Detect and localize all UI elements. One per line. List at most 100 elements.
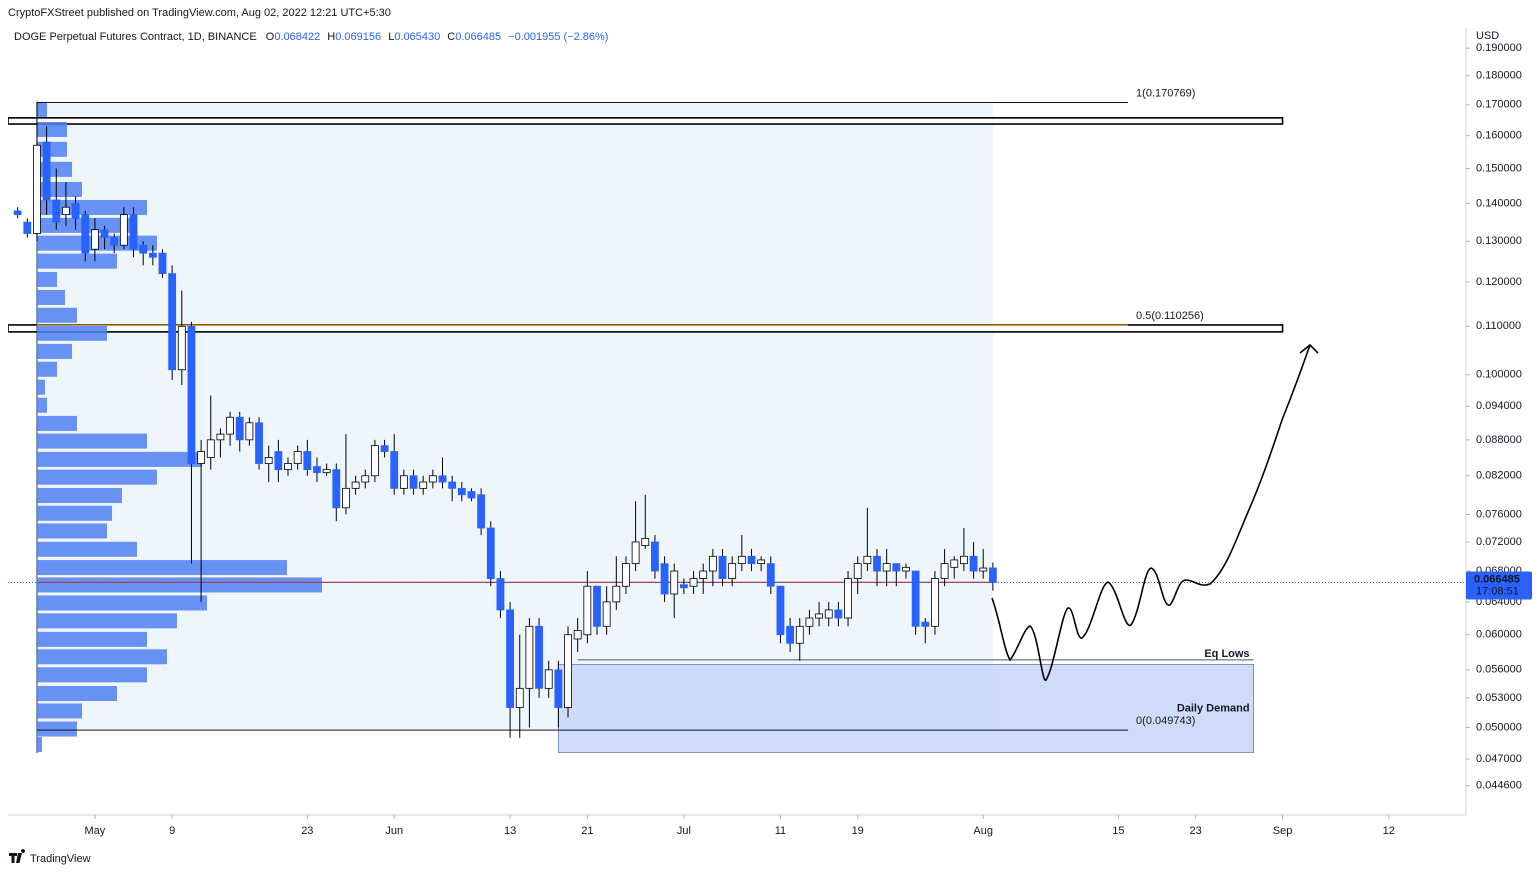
fib-label: 1(0.170769) [1136,87,1195,99]
x-tick-label: 9 [169,825,175,837]
candle-body [612,585,621,603]
ohlc-value: 0.069156 [335,31,381,43]
candle-body [293,451,302,464]
candle-body [708,555,717,572]
candle-body [448,481,457,489]
fib-label: 0(0.049743) [1136,715,1195,727]
demand-label: Daily Demand [1177,702,1250,714]
candle-body [197,451,206,464]
candle-body [409,475,418,489]
volume-profile-bar [36,649,167,665]
candle-body [988,567,997,583]
countdown: 17:08:51 [1476,585,1519,597]
candle-body [371,445,379,477]
volume-profile-bar [36,141,67,157]
ohlc-label: C [447,31,455,43]
candle-body [660,563,669,595]
eq-lows-label: Eq Lows [1204,648,1249,660]
y-tick-label: 0.100000 [1476,369,1522,381]
x-tick-label: 23 [1190,825,1202,837]
volume-profile-bar [36,433,147,449]
y-tick-label: 0.072000 [1476,536,1522,548]
candle-body [824,609,833,619]
candle-body [62,206,70,216]
y-tick-label: 0.076000 [1476,508,1522,520]
volume-profile-bar [36,488,122,504]
x-tick-label: 19 [852,825,864,837]
candle-body [284,463,292,471]
candle-body [110,237,119,246]
x-tick-label: Jul [677,825,691,837]
candle-body [158,252,167,275]
y-tick-label: 0.160000 [1476,130,1522,142]
y-tick-label: 0.047000 [1476,753,1522,765]
candle-body [399,475,408,489]
y-tick-label: 0.056000 [1476,664,1522,676]
ohlc-label: H [327,31,335,43]
candle-body [564,634,572,708]
candle-body [467,491,476,499]
candle-body [428,475,437,483]
candle-body [81,214,90,254]
ohlc-value: 0.066485 [455,31,501,43]
candle-body [342,487,350,509]
projection [991,343,1319,681]
candle-body [274,451,283,471]
last-price-label: 0.066485 [1474,573,1520,585]
volume-profile-bar [36,161,72,177]
candle-body [139,244,148,254]
y-tick-label: 0.053000 [1476,692,1522,704]
symbol: DOGE Perpetual Futures Contract, 1D, BIN… [14,31,257,43]
candle-body [882,563,891,572]
candle-body [641,538,650,546]
candle-body [148,252,157,258]
volume-profile-bar [36,667,147,683]
projection-arrowhead [1299,343,1319,354]
candle-body [313,466,321,474]
candle-body [390,451,399,489]
y-tick-label: 0.140000 [1476,198,1522,210]
candle-body [33,144,41,234]
candle-body [477,494,486,529]
candle-body [766,563,775,587]
symbol-line: DOGE Perpetual Futures Contract, 1D, BIN… [14,31,608,43]
candle-body [622,563,630,587]
volume-profile-bar [36,121,67,137]
candle-body [728,563,737,579]
candle-body [583,585,592,636]
x-tick-label: May [85,825,106,837]
candle-body [863,555,872,565]
y-tick-label: 0.050000 [1476,721,1522,733]
y-tick-label: 0.060000 [1476,629,1522,641]
volume-profile-bar [36,325,107,341]
candle-body [747,555,756,565]
volume-profile-bar [36,560,287,576]
volume-profile-bar [36,541,137,557]
ohlc-value: 0.068422 [274,31,320,43]
candle-body [544,669,553,689]
volume-profile-bar [36,415,77,431]
candle-body [332,469,341,509]
x-tick-label: Sep [1273,825,1293,837]
candle-body [815,613,823,619]
y-tick-label: 0.094000 [1476,400,1522,412]
y-tick-label: 0.082000 [1476,470,1522,482]
candle-body [873,555,881,572]
volume-profile-bar [36,595,207,611]
candle-body [689,578,698,587]
candle-body [940,563,949,579]
candle-body [554,669,563,708]
candle-body [776,585,785,636]
candle-body [206,439,215,458]
candle-body [911,570,920,627]
candle-body [42,141,51,201]
brand-name: TradingView [30,853,91,865]
candle-body [91,229,99,250]
candle-body [13,210,22,216]
candle-body [718,555,727,579]
volume-profile-bar [36,469,157,485]
demand-zone [557,664,1254,753]
candle-body [119,214,128,246]
